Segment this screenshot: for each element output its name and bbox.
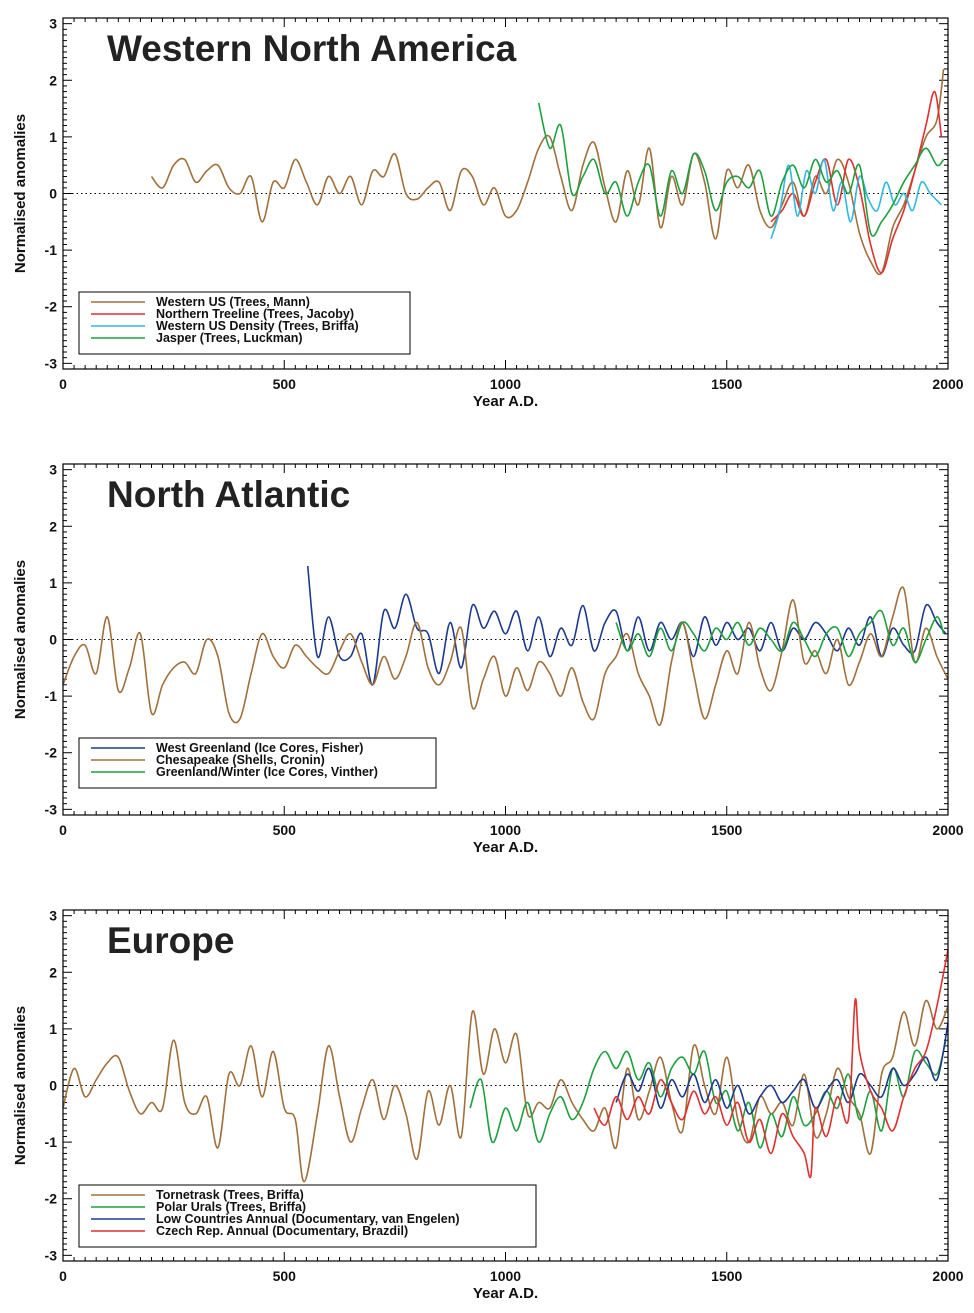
legend-entry: Polar Urals (Trees, Briffa)	[156, 1200, 306, 1214]
y-tick-label: 0	[49, 632, 57, 648]
y-tick-label: -3	[45, 801, 58, 817]
panel-title: Europe	[107, 920, 234, 961]
y-tick-label: 1	[49, 575, 57, 591]
legend-entry: Czech Rep. Annual (Documentary, Brazdil)	[156, 1224, 408, 1238]
series-line-2	[770, 90, 943, 274]
y-tick-label: 0	[49, 186, 57, 202]
series-line-1	[150, 68, 945, 276]
legend: West Greenland (Ice Cores, Fisher)Chesap…	[78, 737, 437, 789]
legend-entry: Western US Density (Trees, Briffa)	[156, 319, 359, 333]
legend-entry: West Greenland (Ice Cores, Fisher)	[156, 741, 363, 755]
y-tick-label: -1	[45, 1134, 58, 1150]
x-tick-label: 0	[59, 376, 67, 392]
series-line-1	[62, 999, 949, 1183]
panel-2: -3 -2 -1 0 1 2 3 0 500 1000 1500 2000 Year A.D. Norma…	[12, 462, 964, 856]
series-line-3	[615, 609, 945, 663]
series-line-4	[537, 102, 945, 237]
panel-1: -3 -2 -1 0 1 2 3 0 500 1000 1500 2000 Year A.D. Norma…	[12, 16, 964, 410]
x-tick-label: 1000	[490, 1268, 521, 1284]
y-tick-label: 3	[49, 908, 57, 924]
legend-entry: Chesapeake (Shells, Cronin)	[156, 753, 325, 767]
y-tick-label: 2	[49, 72, 57, 88]
x-tick-label: 500	[273, 376, 297, 392]
y-tick-label: -2	[45, 745, 58, 761]
x-tick-label: 2000	[932, 376, 963, 392]
x-tick-label: 1500	[711, 376, 742, 392]
y-tick-label: 1	[49, 1021, 57, 1037]
panel-3: -3 -2 -1 0 1 2 3 0 500 1000 1500 2000 Year A.D. Norma…	[12, 908, 964, 1302]
x-tick-label: 1000	[490, 376, 521, 392]
legend-entry: Greenland/Winter (Ice Cores, Vinther)	[156, 765, 378, 779]
series-line-2	[62, 586, 949, 726]
legend-entry: Northern Treeline (Trees, Jacoby)	[156, 307, 354, 321]
x-tick-label: 0	[59, 1268, 67, 1284]
y-axis-label: Normalised anomalies	[12, 114, 29, 273]
legend: Tornetrask (Trees, Briffa)Polar Urals (T…	[78, 1184, 537, 1248]
x-axis-label: Year A.D.	[473, 393, 538, 410]
x-tick-label: 2000	[932, 822, 963, 838]
plot-frame	[62, 909, 949, 1262]
y-tick-label: 0	[49, 1078, 57, 1094]
x-tick-label: 1000	[490, 822, 521, 838]
y-tick-label: 3	[49, 462, 57, 478]
y-tick-label: -2	[45, 1191, 58, 1207]
x-axis-label: Year A.D.	[473, 1285, 538, 1302]
plot-frame	[62, 463, 949, 816]
legend-box	[78, 737, 437, 789]
y-tick-label: -2	[45, 299, 58, 315]
x-tick-label: 0	[59, 822, 67, 838]
y-tick-label: 2	[49, 518, 57, 534]
y-tick-label: -3	[45, 355, 58, 371]
legend-box	[78, 1184, 537, 1248]
x-tick-label: 1500	[711, 822, 742, 838]
plot-frame	[62, 17, 949, 370]
x-tick-label: 500	[273, 1268, 297, 1284]
series-line-1	[306, 565, 947, 686]
legend-entry: Jasper (Trees, Luckman)	[156, 331, 303, 345]
legend-entry: Low Countries Annual (Documentary, van E…	[156, 1212, 460, 1226]
y-tick-label: -1	[45, 242, 58, 258]
y-axis-label: Normalised anomalies	[12, 560, 29, 719]
x-tick-label: 500	[273, 822, 297, 838]
legend: Western US (Trees, Mann)Northern Treelin…	[78, 291, 411, 355]
legend-entry: Western US (Trees, Mann)	[156, 295, 310, 309]
series-line-3	[770, 158, 942, 240]
x-axis-label: Year A.D.	[473, 839, 538, 856]
panel-title: North Atlantic	[107, 474, 350, 515]
series-line-4	[593, 949, 949, 1179]
legend-entry: Tornetrask (Trees, Briffa)	[156, 1188, 304, 1202]
x-tick-label: 1500	[711, 1268, 742, 1284]
y-tick-label: 2	[49, 964, 57, 980]
y-tick-label: 1	[49, 129, 57, 145]
x-tick-label: 2000	[932, 1268, 963, 1284]
y-tick-label: 3	[49, 16, 57, 32]
panel-title: Western North America	[107, 28, 517, 69]
y-tick-label: -1	[45, 688, 58, 704]
y-tick-label: -3	[45, 1247, 58, 1263]
y-axis-label: Normalised anomalies	[12, 1006, 29, 1165]
series-line-3	[615, 1023, 949, 1115]
